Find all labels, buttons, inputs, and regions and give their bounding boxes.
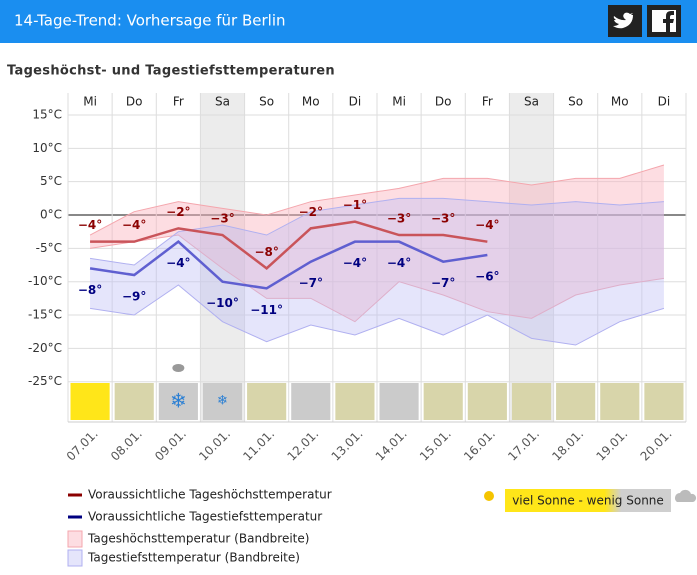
weekday-label: Fr	[482, 95, 493, 109]
weekend-shade	[509, 93, 554, 422]
x-tick-label: 20.01.	[638, 427, 675, 464]
x-tick-label: 10.01.	[196, 427, 233, 464]
x-tick-label: 18.01.	[549, 427, 586, 464]
weather-icon	[600, 383, 640, 420]
band-edge	[89, 284, 665, 346]
legend-label: Tagestiefsttemperatur (Bandbreite)	[87, 551, 300, 565]
sun-scale-label: viel Sonne - wenig Sonne	[512, 494, 664, 508]
weekday-label: Di	[658, 95, 671, 109]
band-edge	[89, 164, 665, 236]
weekday-label: Mo	[611, 95, 629, 109]
weather-icon	[202, 383, 243, 420]
legend-swatch	[67, 530, 83, 548]
weather-icon	[114, 383, 154, 420]
weekday-label: Sa	[524, 95, 539, 109]
facebook-glyph	[663, 11, 674, 32]
legend-label: Tageshöchsttemperatur (Bandbreite)	[87, 532, 309, 546]
legend-label: Voraussichtliche Tageshöchsttemperatur	[88, 488, 332, 502]
weather-icon	[291, 383, 331, 420]
sun-icon	[484, 491, 494, 501]
value-label: −4°	[387, 256, 411, 270]
weekday-label: Mo	[302, 95, 320, 109]
y-tick-label: 5°C	[40, 174, 62, 188]
legend-swatch	[67, 549, 83, 567]
y-tick-label: -5°C	[36, 241, 62, 255]
weekday-label: Di	[349, 95, 362, 109]
weather-icon	[70, 383, 110, 420]
value-label: −11°	[250, 303, 283, 317]
weather-icon	[158, 383, 198, 420]
value-label: −4°	[78, 218, 102, 232]
weekday-label: Fr	[173, 95, 184, 109]
temp-line	[89, 240, 488, 290]
weather-icon	[379, 383, 419, 420]
y-tick-label: 15°C	[32, 108, 62, 122]
weather-icon	[247, 383, 287, 420]
weekday-label: Mi	[83, 95, 97, 109]
value-label: −6°	[475, 270, 499, 284]
value-label: −4°	[343, 256, 367, 270]
snow-icon: ❄	[170, 389, 187, 413]
wind-icon	[172, 364, 185, 372]
value-label: −7°	[299, 276, 323, 290]
value-label: −3°	[210, 212, 234, 226]
header-title: 14-Tage-Trend: Vorhersage für Berlin	[14, 12, 286, 30]
twitter-icon	[613, 12, 633, 29]
value-label: −2°	[299, 205, 323, 219]
value-label: −4°	[166, 256, 190, 270]
value-label: −3°	[387, 212, 411, 226]
chart-title: Tageshöchst- und Tagestiefsttemperaturen	[7, 64, 335, 79]
weekday-label: Do	[126, 95, 143, 109]
value-label: −4°	[475, 218, 499, 232]
y-tick-label: -10°C	[28, 274, 62, 288]
weather-icon	[467, 383, 507, 420]
band-area	[90, 198, 664, 346]
weather-icon	[556, 383, 596, 420]
x-tick-label: 11.01.	[240, 427, 277, 464]
y-tick-label: -20°C	[28, 341, 62, 355]
weekday-label: So	[259, 95, 274, 109]
value-label: −8°	[254, 245, 278, 259]
value-label: −3°	[431, 212, 455, 226]
value-label: −9°	[122, 290, 146, 304]
weekday-label: Sa	[215, 95, 230, 109]
weather-icon	[511, 383, 552, 420]
x-tick-label: 15.01.	[417, 427, 454, 464]
header	[0, 0, 697, 43]
legend-label: Voraussichtliche Tagestiefsttemperatur	[88, 510, 322, 524]
weather-icon	[423, 383, 463, 420]
x-tick-label: 12.01.	[284, 427, 321, 464]
x-tick-label: 13.01.	[329, 427, 366, 464]
x-tick-label: 19.01.	[593, 427, 630, 464]
weather-icon	[644, 383, 684, 420]
x-tick-label: 08.01.	[108, 427, 145, 464]
x-tick-label: 14.01.	[373, 427, 410, 464]
temp-line	[90, 220, 488, 270]
band-edge	[89, 234, 665, 323]
sun-scale	[505, 489, 671, 512]
weekday-label: So	[568, 95, 583, 109]
weekday-label: Do	[435, 95, 452, 109]
x-tick-label: 07.01.	[64, 427, 101, 464]
y-tick-label: 10°C	[32, 141, 62, 155]
snow-icon: ❄	[217, 394, 228, 409]
x-tick-label: 09.01.	[152, 427, 189, 464]
value-label: −10°	[206, 296, 239, 310]
value-label: −1°	[343, 198, 367, 212]
value-label: −2°	[166, 205, 190, 219]
x-tick-label: 17.01.	[505, 427, 542, 464]
y-tick-label: -25°C	[28, 374, 62, 388]
value-label: −4°	[122, 218, 146, 232]
value-label: −7°	[431, 276, 455, 290]
y-tick-label: -15°C	[28, 308, 62, 322]
y-tick-label: 0°C	[40, 208, 62, 222]
value-label: −8°	[78, 283, 102, 297]
weekday-label: Mi	[392, 95, 406, 109]
cloud-icon	[675, 489, 697, 502]
weather-icon	[335, 383, 375, 420]
x-tick-label: 16.01.	[461, 427, 498, 464]
